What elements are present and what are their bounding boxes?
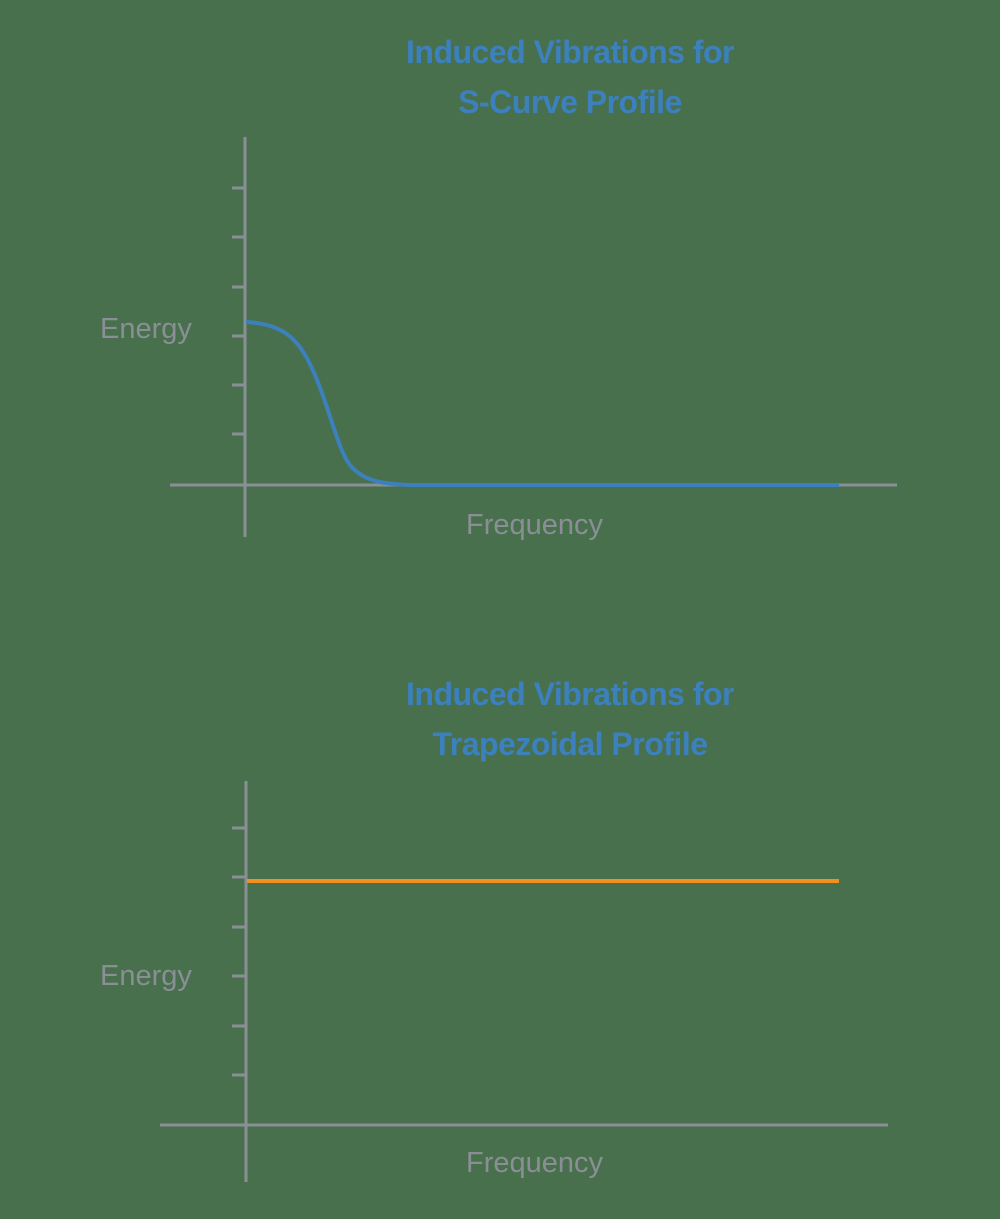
title-line-2: Trapezoidal Profile	[432, 726, 708, 762]
chart-2-ylabel: Energy	[100, 960, 192, 992]
title-line-1: Induced Vibrations for	[406, 34, 735, 70]
s-curve-line	[245, 320, 839, 487]
chart-2-title: Induced Vibrations for Trapezoidal Profi…	[370, 669, 770, 769]
chart-2-xlabel: Frequency	[466, 1147, 604, 1179]
title-line-1: Induced Vibrations for	[406, 676, 735, 712]
chart-1-axes	[170, 137, 897, 537]
chart-2-axes	[160, 781, 888, 1182]
chart-1-xlabel: Frequency	[466, 509, 604, 541]
chart-1-title: Induced Vibrations for S-Curve Profile	[370, 27, 770, 127]
chart-1-ylabel: Energy	[100, 313, 192, 345]
title-line-2: S-Curve Profile	[458, 84, 682, 120]
